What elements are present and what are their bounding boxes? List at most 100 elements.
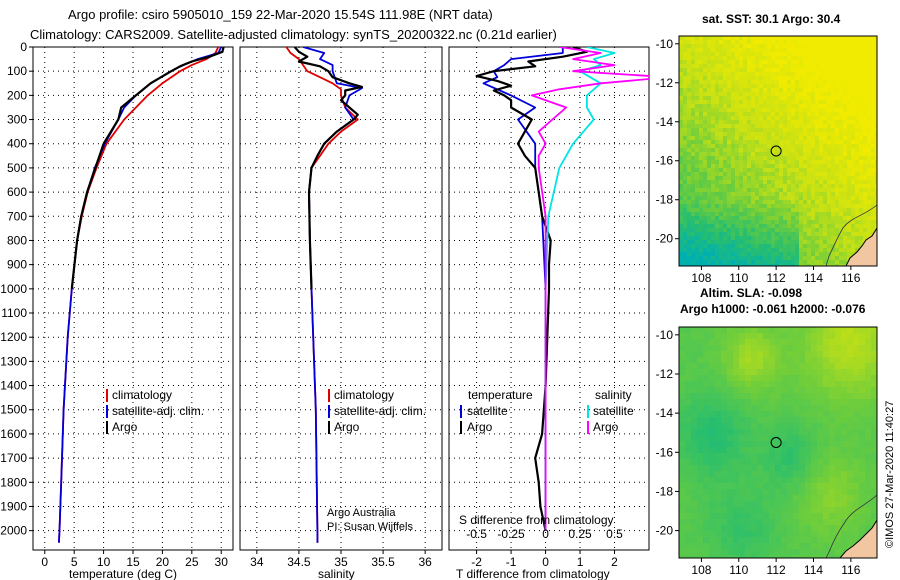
map-cell: [819, 140, 824, 145]
map-cell: [679, 256, 684, 261]
map-cell: [863, 64, 868, 69]
map-cell: [739, 483, 746, 490]
map-cell: [855, 176, 860, 181]
map-cell: [679, 40, 684, 45]
sla-map-frame: [678, 326, 878, 559]
map-cell: [719, 72, 724, 77]
map-cell: [811, 144, 816, 149]
map-cell: [691, 156, 696, 161]
map-cell: [871, 423, 877, 430]
map-cell: [819, 84, 824, 89]
map-cell: [779, 164, 784, 169]
map-cell: [779, 236, 784, 241]
map-cell: [859, 345, 866, 352]
map-cell: [759, 236, 764, 241]
map-cell: [781, 393, 788, 400]
temperature-axis-label: temperature (deg C): [69, 567, 177, 580]
map-cell: [855, 120, 860, 125]
map-cell: [723, 40, 728, 45]
map-cell: [731, 72, 736, 77]
map-cell: [851, 224, 856, 229]
map-cell: [679, 549, 686, 556]
map-cell: [743, 116, 748, 121]
map-cell: [683, 176, 688, 181]
map-cell: [691, 132, 696, 137]
map-cell: [851, 240, 856, 245]
map-cell: [707, 228, 712, 233]
map-cell: [815, 196, 820, 201]
map-cell: [799, 44, 804, 49]
map-cell: [763, 208, 768, 213]
map-cell: [679, 345, 686, 352]
map-cell: [763, 399, 770, 406]
map-cell: [695, 168, 700, 173]
map-cell: [779, 228, 784, 233]
map-cell: [835, 471, 842, 478]
map-cell: [703, 84, 708, 89]
map-cell: [815, 72, 820, 77]
series-line-temperature-argo: [475, 47, 589, 531]
map-cell: [751, 381, 758, 388]
map-cell: [795, 180, 800, 185]
map-cell: [871, 192, 876, 197]
map-cell: [763, 489, 770, 496]
map-cell: [835, 216, 840, 221]
map-cell: [779, 80, 784, 85]
map-cell: [851, 204, 856, 209]
map-cell: [711, 100, 716, 105]
map-cell: [679, 216, 684, 221]
map-cell: [815, 144, 820, 149]
map-cell: [829, 459, 836, 466]
map-cell: [847, 495, 854, 502]
map-cell: [795, 56, 800, 61]
map-cell: [779, 104, 784, 109]
map-cell: [811, 160, 816, 165]
map-cell: [731, 176, 736, 181]
map-cell: [811, 252, 816, 257]
map-cell: [783, 240, 788, 245]
map-cell: [811, 88, 816, 93]
map-cell: [739, 537, 746, 544]
map-cell: [695, 124, 700, 129]
map-cell: [859, 44, 864, 49]
map-cell: [727, 429, 734, 436]
map-cell: [805, 543, 812, 550]
map-cell: [787, 447, 794, 454]
map-cell: [775, 80, 780, 85]
map-cell: [841, 363, 848, 370]
map-cell: [745, 423, 752, 430]
map-cell: [703, 525, 710, 532]
map-cell: [727, 501, 734, 508]
map-cell: [757, 387, 764, 394]
map-cell: [711, 56, 716, 61]
map-cell: [739, 196, 744, 201]
map-cell: [859, 100, 864, 105]
map-cell: [831, 104, 836, 109]
map-cell: [699, 140, 704, 145]
map-cell: [815, 52, 820, 57]
map-cell: [695, 196, 700, 201]
map-cell: [735, 196, 740, 201]
map-cell: [823, 84, 828, 89]
map-cell: [843, 68, 848, 73]
map-cell: [759, 104, 764, 109]
map-cell: [771, 80, 776, 85]
map-cell: [699, 132, 704, 137]
map-cell: [747, 84, 752, 89]
map-cell: [775, 441, 782, 448]
map-cell: [687, 248, 692, 253]
lat-tick-label: -18: [656, 484, 674, 498]
map-cell: [721, 459, 728, 466]
map-cell: [847, 236, 852, 241]
map-cell: [739, 112, 744, 117]
map-cell: [799, 156, 804, 161]
map-cell: [787, 176, 792, 181]
map-cell: [715, 393, 722, 400]
map-cell: [853, 447, 860, 454]
map-cell: [757, 453, 764, 460]
map-cell: [699, 96, 704, 101]
map-cell: [811, 204, 816, 209]
map-cell: [827, 64, 832, 69]
map-cell: [751, 339, 758, 346]
map-cell: [847, 405, 854, 412]
